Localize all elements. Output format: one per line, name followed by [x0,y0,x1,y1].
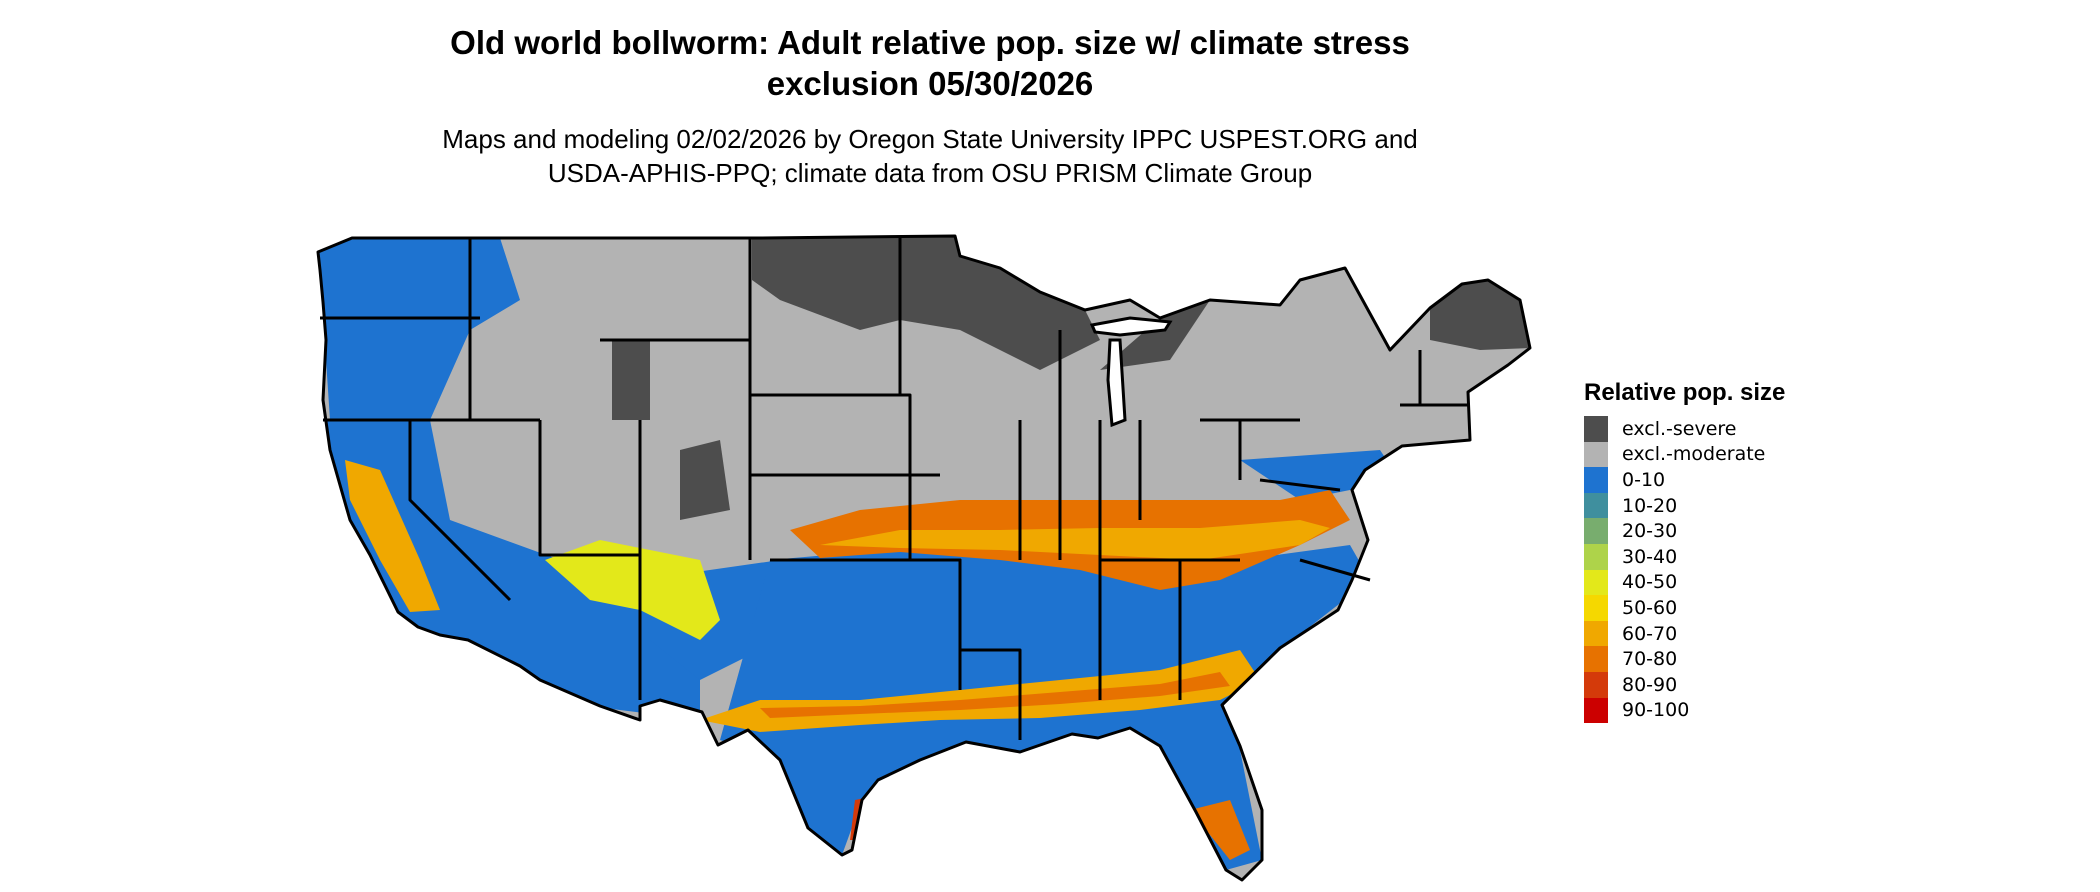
legend-label: 70-80 [1622,648,1678,671]
legend-item: 10-20 [1584,492,1785,519]
legend-label: 30-40 [1622,545,1678,568]
legend-item: 0-10 [1584,467,1785,493]
legend-swatch [1584,620,1608,647]
legend-label: 80-90 [1622,673,1678,696]
legend-title: Relative pop. size [1584,379,1786,406]
legend-item: 80-90 [1584,671,1785,698]
map-subtitle-line1: Maps and modeling 02/02/2026 by Oregon S… [442,124,1418,154]
map-title-line1: Old world bollworm: Adult relative pop. … [450,24,1410,61]
legend-label: 0-10 [1622,468,1666,491]
legend-item: 50-60 [1584,595,1785,621]
map-subtitle: Maps and modeling 02/02/2026 by Oregon S… [330,122,1530,190]
legend-label: 60-70 [1622,622,1678,645]
legend-label: excl.-severe [1622,417,1737,440]
legend-swatch [1584,441,1608,468]
legend-item: 70-80 [1584,646,1785,672]
map-title: Old world bollworm: Adult relative pop. … [330,22,1530,104]
legend-item: 60-70 [1584,620,1785,647]
legend-label: 40-50 [1622,571,1678,594]
legend-item: 20-30 [1584,518,1785,544]
legend-item: excl.-severe [1584,416,1785,442]
legend-item: 30-40 [1584,543,1785,570]
legend-label: excl.-moderate [1622,443,1766,466]
legend-swatch [1584,697,1608,724]
map-subtitle-line2: USDA-APHIS-PPQ; climate data from OSU PR… [547,158,1313,188]
legend-swatch [1584,416,1608,442]
legend-label: 20-30 [1622,520,1678,543]
legend-item: 90-100 [1584,697,1785,724]
legend-swatch [1584,543,1608,570]
legend-item: 40-50 [1584,569,1785,596]
legend-items: excl.-severe excl.-moderate 0-10 10-20 20-30… [1584,416,1785,724]
map-legend: Relative pop. size excl.-severe excl.-mod… [1584,378,1786,724]
map-title-line2: exclusion 05/30/2026 [766,65,1094,102]
legend-swatch [1584,518,1608,544]
legend-swatch [1584,671,1608,698]
us-map [316,234,1532,882]
legend-item: excl.-moderate [1584,441,1785,468]
legend-label: 90-100 [1622,699,1690,722]
legend-label: 50-60 [1622,596,1678,619]
legend-swatch [1584,467,1608,493]
legend-label: 10-20 [1622,494,1678,517]
legend-swatch [1584,646,1608,672]
legend-swatch [1584,569,1608,596]
legend-swatch [1584,492,1608,519]
legend-swatch [1584,595,1608,621]
